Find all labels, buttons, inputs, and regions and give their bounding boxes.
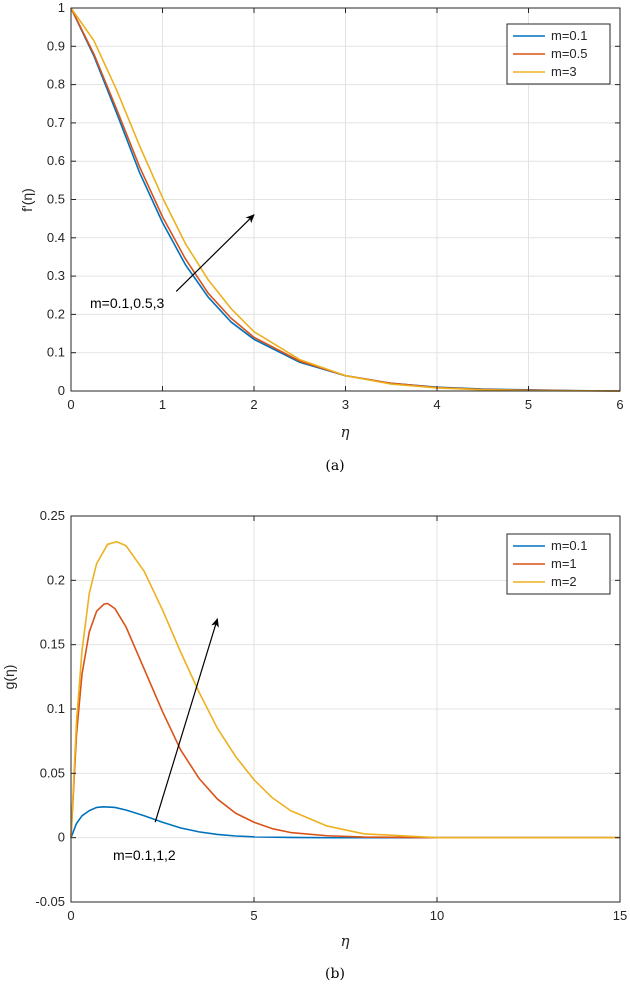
y-tick-label: 0.5 xyxy=(47,192,65,207)
y-tick-label: 0.15 xyxy=(40,637,65,652)
y-tick-label: 0.2 xyxy=(47,306,65,321)
chart-a: 0 1 2 3 4 5 6 0 0.1 0.2 0.3 0.4 0.5 0.6 0.7 0.8 0.9 1 η f… xyxy=(19,0,624,474)
legend: m=0.1 m=1 m=2 xyxy=(506,533,611,595)
x-tick-label: 0 xyxy=(67,908,74,923)
x-tick-label: 10 xyxy=(430,908,444,923)
series-line-3 xyxy=(70,7,621,392)
legend-label: m=0.1 xyxy=(551,538,588,553)
y-tick-label: 1 xyxy=(58,0,65,15)
x-axis-label: η xyxy=(341,423,350,441)
y-axis-label: f'(η) xyxy=(19,188,35,212)
y-tick-label: 0.8 xyxy=(47,77,65,92)
x-tick-label: 5 xyxy=(525,397,532,412)
legend-label: m=1 xyxy=(551,556,577,571)
series-line-2 xyxy=(70,602,620,839)
annotation-arrow xyxy=(175,214,255,292)
y-tick-label: 0.7 xyxy=(47,115,65,130)
x-tick-label: 3 xyxy=(342,397,349,412)
y-tick-label: 0.4 xyxy=(47,230,65,245)
legend: m=0.1 m=0.5 m=3 xyxy=(506,23,611,85)
x-tick-label: 2 xyxy=(250,397,257,412)
caption: (b) xyxy=(325,966,345,982)
y-tick-label: 0.6 xyxy=(47,153,65,168)
series-line-3 xyxy=(70,540,620,839)
x-tick-label: 15 xyxy=(613,908,627,923)
y-tick-label: 0.9 xyxy=(47,38,65,53)
y-tick-label: 0.1 xyxy=(47,345,65,360)
x-tick-label: 6 xyxy=(616,397,623,412)
y-tick-label: -0.05 xyxy=(35,894,65,909)
x-tick-label: 0 xyxy=(67,397,74,412)
annotation-label: m=0.1,0.5,3 xyxy=(90,295,165,311)
legend-label: m=3 xyxy=(551,64,577,79)
y-tick-label: 0.1 xyxy=(47,701,65,716)
series-line-1 xyxy=(70,805,620,839)
x-tick-label: 5 xyxy=(250,908,257,923)
y-axis-label: g(η) xyxy=(1,665,17,690)
y-tick-label: 0.25 xyxy=(40,508,65,523)
legend-label: m=2 xyxy=(551,574,577,589)
y-tick-label: 0.2 xyxy=(47,572,65,587)
y-tick-label: 0.05 xyxy=(40,765,65,780)
caption: (a) xyxy=(325,458,344,474)
legend-label: m=0.5 xyxy=(551,46,588,61)
y-tick-label: 0 xyxy=(58,830,65,845)
annotation-label: m=0.1,1,2 xyxy=(113,847,176,863)
x-tick-label: 1 xyxy=(159,397,166,412)
x-tick-label: 4 xyxy=(433,397,440,412)
y-tick-label: 0.3 xyxy=(47,268,65,283)
legend-label: m=0.1 xyxy=(551,28,588,43)
annotation-arrow xyxy=(154,617,219,823)
y-tick-label: 0 xyxy=(58,383,65,398)
x-axis-label: η xyxy=(341,932,350,950)
